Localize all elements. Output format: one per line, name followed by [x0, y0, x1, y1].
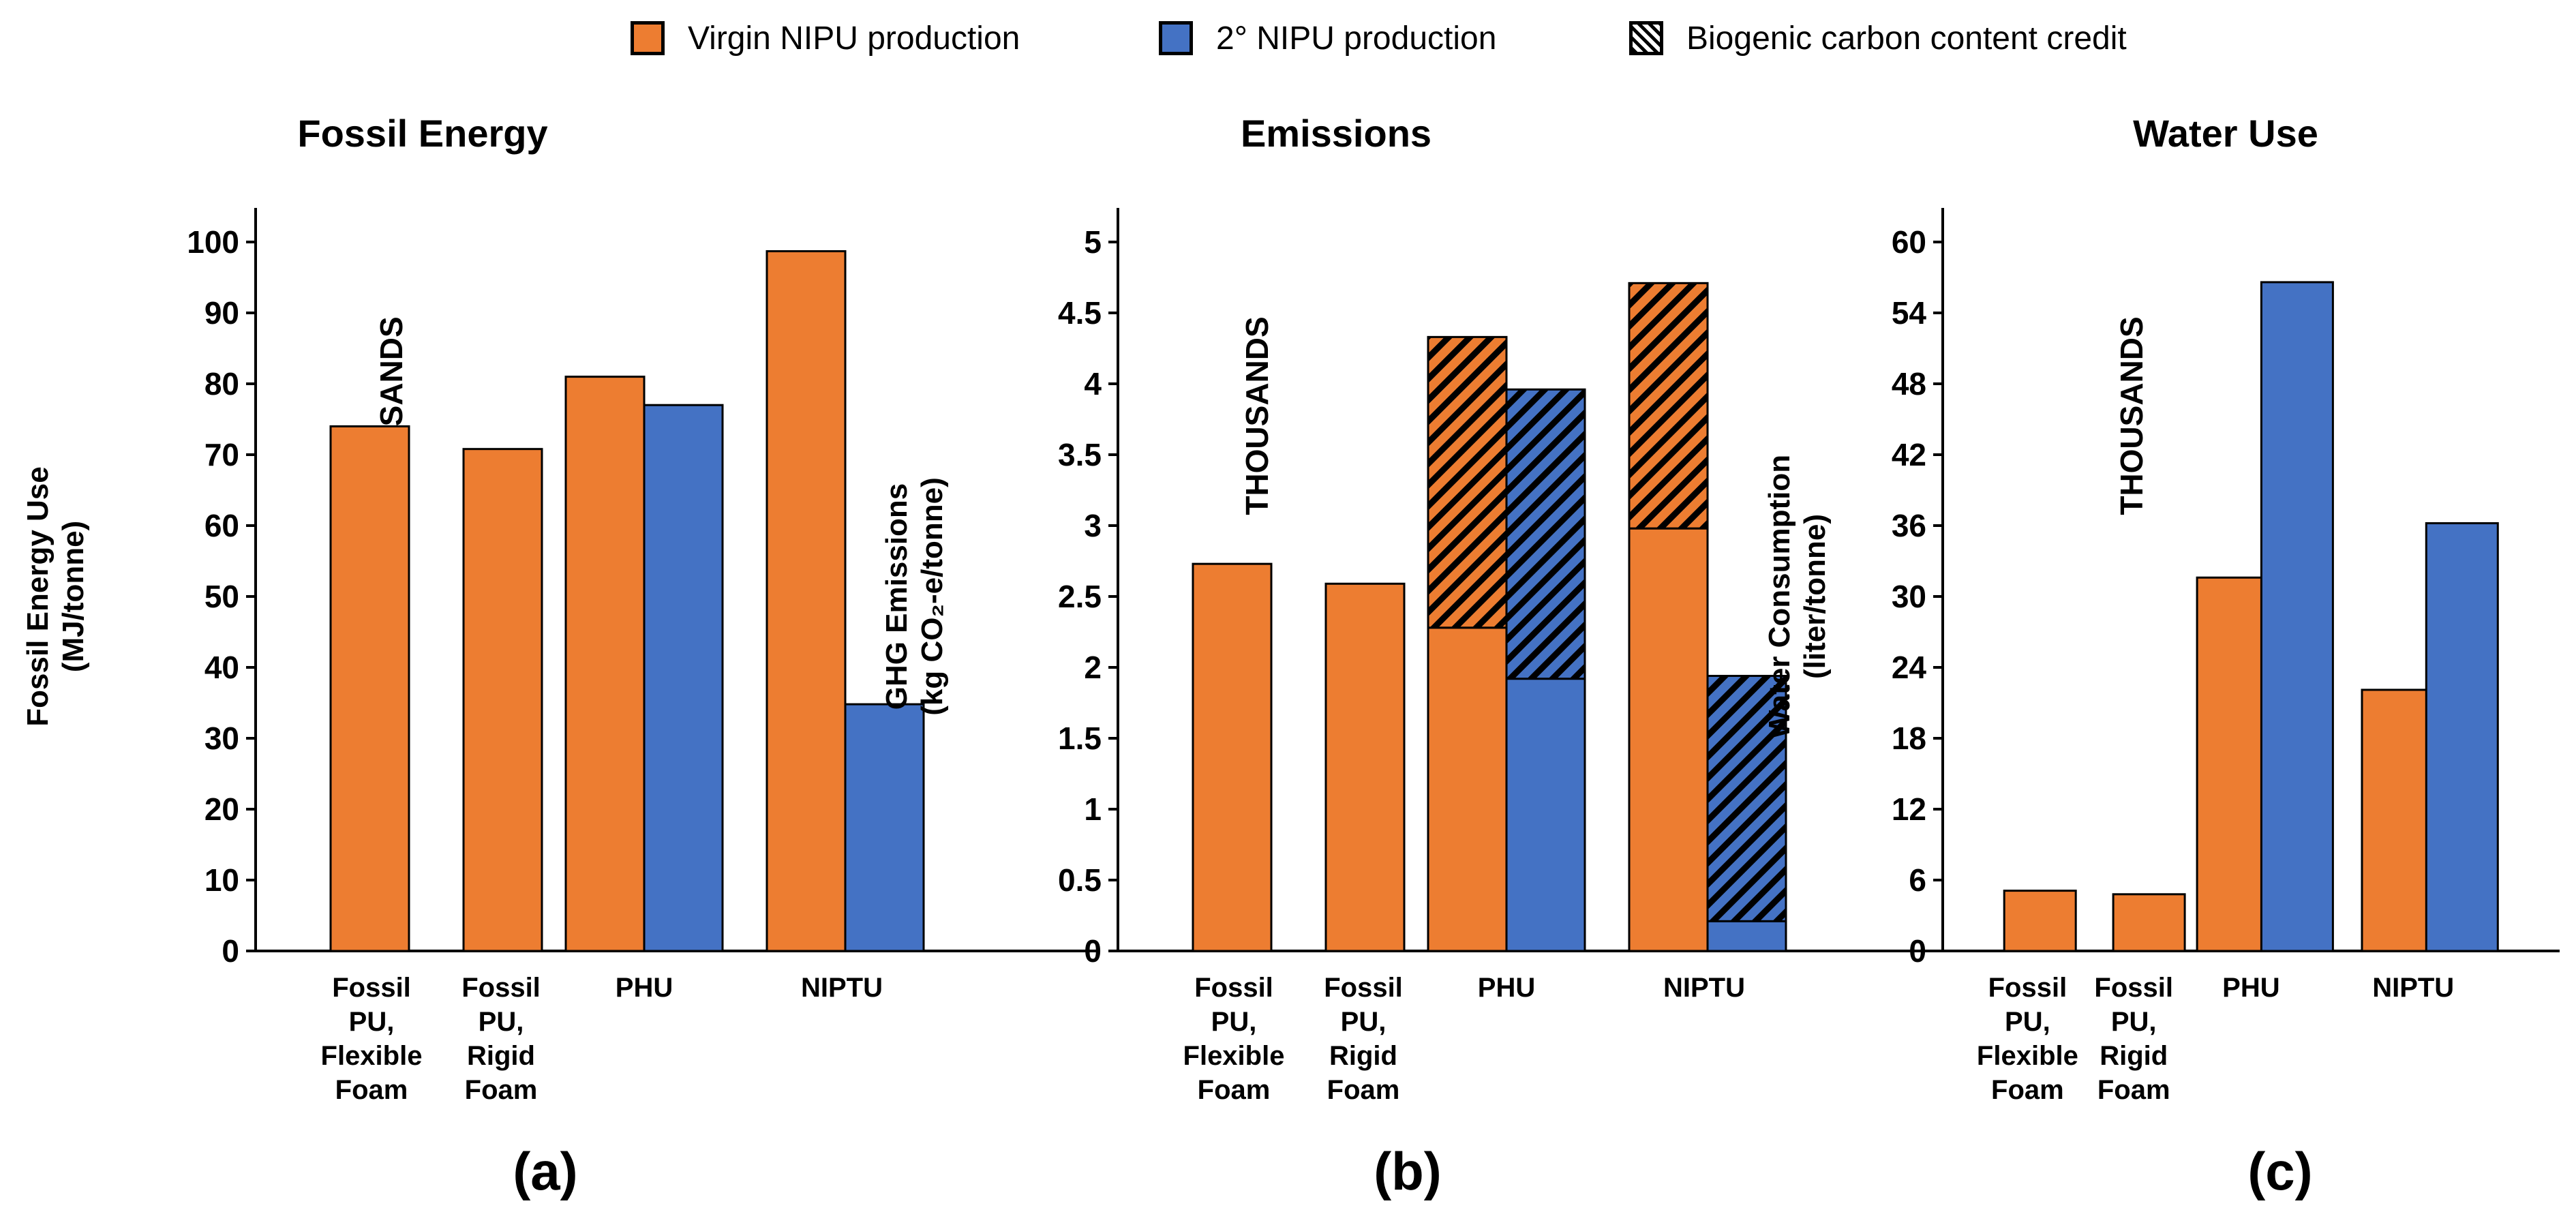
y-tick-label: 2 — [1084, 650, 1102, 685]
legend-swatch-virgin — [631, 21, 665, 55]
bar-credit — [1628, 282, 1709, 530]
x-tick-label: PHU — [616, 973, 673, 1003]
y-axis-label: Water Consumption(liter/tonne) — [1763, 455, 1832, 738]
chart-title: Fossil Energy — [297, 112, 547, 155]
y-axis-label: Fossil Energy Use(MJ/tonne) — [21, 466, 90, 726]
units-label: THOUSANDS — [2114, 316, 2149, 515]
legend-swatch-secondary — [1159, 21, 1193, 55]
bar-virgin — [766, 250, 847, 952]
legend-swatch-credit — [1629, 21, 1663, 55]
y-tick-label: 20 — [204, 791, 239, 827]
y-tick-label: 60 — [204, 508, 239, 543]
chart-title: Water Use — [2133, 112, 2318, 155]
bar-virgin — [2361, 689, 2435, 952]
y-tick-label: 100 — [187, 224, 239, 260]
bar-credit — [1505, 388, 1586, 680]
y-tick-label: 50 — [204, 579, 239, 614]
y-tick-label: 42 — [1892, 437, 1926, 472]
bar-virgin — [2196, 576, 2270, 952]
bar-virgin — [1628, 527, 1709, 952]
y-axis-label: GHG Emissions(kg CO₂-e/tonne) — [880, 477, 949, 716]
legend-label-credit: Biogenic carbon content credit — [1686, 20, 2127, 57]
y-tick-label: 0 — [1909, 933, 1926, 969]
y-tick-label: 60 — [1892, 224, 1926, 260]
y-tick-label: 6 — [1909, 862, 1926, 898]
y-tick-label: 4.5 — [1058, 295, 1102, 331]
bar-virgin — [462, 448, 543, 952]
x-tick-label: Fossil PU, Flexible Foam — [1183, 973, 1285, 1105]
panel-label: (a) — [513, 1141, 577, 1201]
y-tick-label: 54 — [1892, 295, 1927, 331]
bar-virgin — [1192, 562, 1273, 952]
bar-virgin — [2112, 893, 2186, 952]
legend-item-secondary: 2° NIPU production — [1159, 19, 1496, 57]
y-tick-label: 3.5 — [1058, 437, 1102, 472]
bar-virgin — [329, 425, 410, 952]
bar-credit — [1706, 674, 1787, 922]
bar-secondary — [1706, 920, 1787, 952]
legend-item-credit: Biogenic carbon content credit — [1629, 19, 2127, 57]
bar-credit — [1427, 335, 1508, 629]
units-label: THOUSANDS — [1239, 316, 1275, 515]
y-tick-label: 2.5 — [1058, 579, 1102, 614]
y-tick-label: 5 — [1084, 224, 1102, 260]
bar-virgin — [1324, 582, 1406, 952]
bar-virgin — [1427, 626, 1508, 952]
y-tick-label: 10 — [204, 862, 239, 898]
x-tick-label: NIPTU — [1663, 973, 1745, 1003]
bar-secondary — [1505, 678, 1586, 952]
legend-label-virgin: Virgin NIPU production — [688, 20, 1020, 57]
y-tick-label: 4 — [1084, 366, 1102, 402]
bar-secondary — [2260, 281, 2334, 952]
y-tick-label: 40 — [204, 650, 239, 685]
legend-label-secondary: 2° NIPU production — [1216, 20, 1497, 57]
x-tick-label: Fossil PU, Rigid Foam — [2094, 973, 2173, 1105]
legend: Virgin NIPU production 2° NIPU productio… — [0, 0, 2576, 89]
bar-secondary — [643, 404, 724, 952]
bar-secondary — [844, 703, 925, 952]
panel-label: (b) — [1374, 1141, 1442, 1201]
bar-secondary — [2425, 522, 2499, 952]
y-tick-label: 90 — [204, 295, 239, 331]
x-tick-label: NIPTU — [2372, 973, 2454, 1003]
x-tick-label: Fossil PU, Flexible Foam — [1977, 973, 2078, 1105]
bar-virgin — [564, 376, 646, 952]
y-tick-label: 3 — [1084, 508, 1102, 543]
legend-item-virgin: Virgin NIPU production — [631, 19, 1020, 57]
y-tick-label: 18 — [1892, 721, 1926, 756]
y-tick-label: 80 — [204, 366, 239, 402]
bar-virgin — [2003, 890, 2077, 952]
y-tick-label: 0 — [1084, 933, 1102, 969]
chart-title: Emissions — [1241, 112, 1431, 155]
x-tick-label: PHU — [1478, 973, 1535, 1003]
y-tick-label: 12 — [1892, 791, 1926, 827]
y-tick-label: 48 — [1892, 366, 1926, 402]
y-tick-label: 0 — [222, 933, 239, 969]
y-tick-label: 30 — [1892, 579, 1926, 614]
y-tick-label: 1 — [1084, 791, 1102, 827]
panel-label: (c) — [2247, 1141, 2312, 1201]
y-tick-label: 1.5 — [1058, 721, 1102, 756]
x-tick-label: Fossil PU, Rigid Foam — [461, 973, 541, 1105]
y-tick-label: 70 — [204, 437, 239, 472]
y-tick-label: 36 — [1892, 508, 1926, 543]
x-tick-label: Fossil PU, Rigid Foam — [1324, 973, 1403, 1105]
x-tick-label: Fossil PU, Flexible Foam — [321, 973, 423, 1105]
y-tick-label: 24 — [1892, 650, 1927, 685]
y-tick-label: 30 — [204, 721, 239, 756]
x-tick-label: PHU — [2222, 973, 2279, 1003]
x-tick-label: NIPTU — [801, 973, 883, 1003]
y-tick-label: 0.5 — [1058, 862, 1102, 898]
